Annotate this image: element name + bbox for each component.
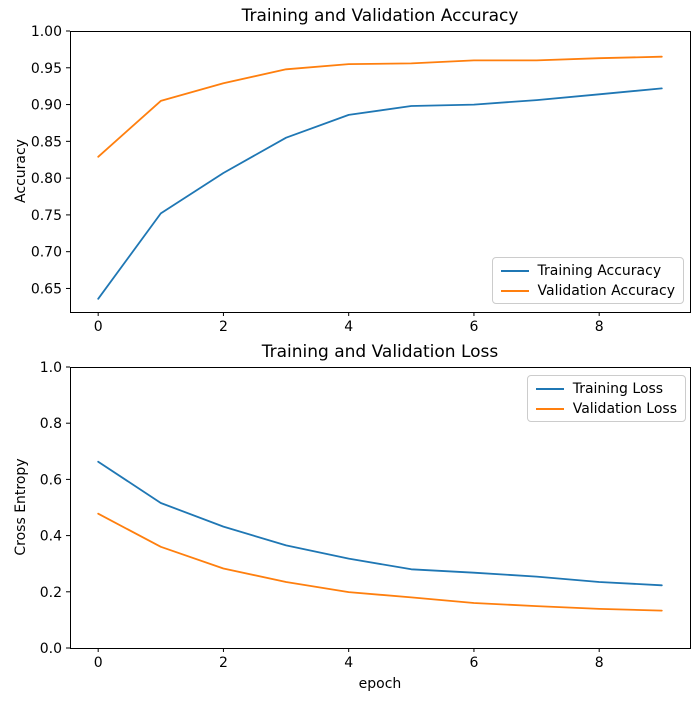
training-loss-legend-line-swatch [535,387,564,390]
legend-item: Training Loss [535,380,677,397]
legend-label: Validation Loss [572,400,677,417]
loss-chart-title: Training and Validation Loss [261,342,499,362]
axes-spines [70,31,691,313]
x-tick-label: 4 [344,655,353,671]
validation-loss-legend-line-swatch [535,407,564,410]
x-tick-label: 4 [344,319,353,335]
legend-label: Training Accuracy [537,262,662,279]
x-tick-label: 6 [469,655,478,671]
x-tick-label: 2 [219,319,228,335]
y-tick-label: 0.4 [40,529,62,545]
y-tick-label: 1.00 [31,24,62,40]
y-tick-label: 0.65 [31,281,62,297]
x-tick-label: 6 [469,319,478,335]
y-tick-label: 0.90 [31,98,62,114]
legend-item: Validation Loss [535,400,677,417]
y-tick-label: 0.8 [40,416,62,432]
loss-y-axis-label: Cross Entropy [13,458,29,556]
y-tick-label: 0.75 [31,208,62,224]
y-tick-label: 0.6 [40,472,62,488]
loss-legend: Training Loss Validation Loss [526,375,686,422]
legend-label: Validation Accuracy [537,282,676,299]
y-tick-label: 0.85 [31,134,62,150]
training-accuracy-legend-line-swatch [500,269,529,272]
x-tick-label: 2 [219,655,228,671]
x-tick-label: 0 [94,655,103,671]
training-accuracy-line [97,87,663,300]
y-tick-label: 0.0 [40,641,62,657]
accuracy-y-axis-label: Accuracy [13,139,29,203]
training-loss-line [97,460,663,587]
accuracy-chart-title: Training and Validation Accuracy [241,6,519,26]
x-tick-label: 8 [595,655,604,671]
x-axis-label: epoch [358,676,402,692]
legend-label: Training Loss [572,380,664,397]
validation-loss-line [97,512,663,612]
y-tick-label: 0.80 [31,171,62,187]
x-tick-label: 0 [94,319,103,335]
y-tick-label: 0.70 [31,245,62,261]
legend-item: Validation Accuracy [500,282,676,299]
axes-spines [70,367,691,649]
validation-accuracy-line [97,55,663,158]
legend-item: Training Accuracy [500,262,676,279]
y-tick-label: 0.2 [40,585,62,601]
y-tick-label: 0.95 [31,61,62,77]
accuracy-legend: Training Accuracy Validation Accuracy [491,257,684,304]
validation-accuracy-legend-line-swatch [500,289,529,292]
y-tick-label: 1.0 [40,360,62,376]
x-tick-label: 8 [595,319,604,335]
